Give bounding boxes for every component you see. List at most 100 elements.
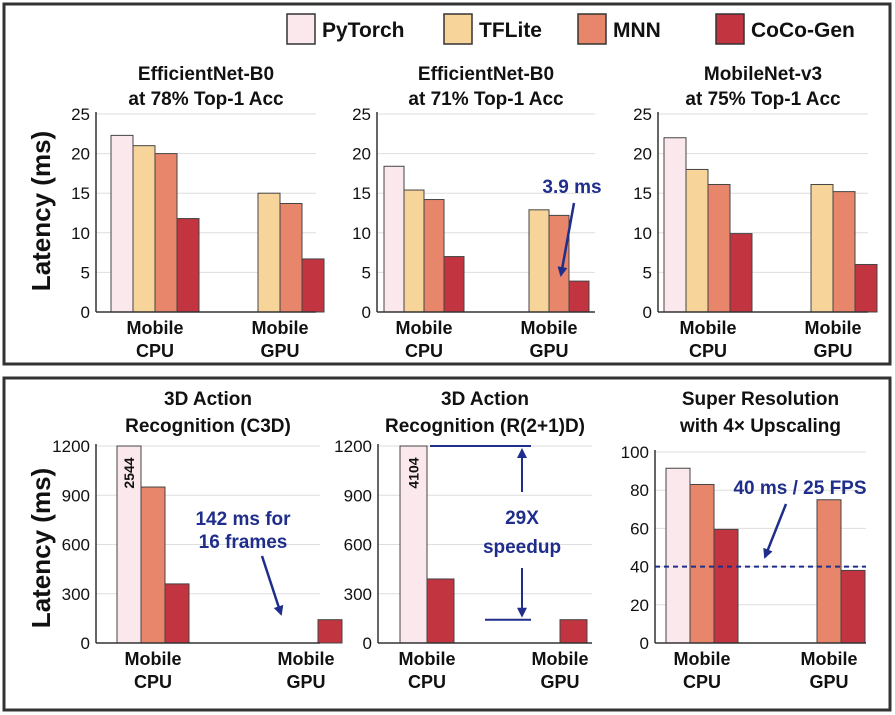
chart-1: EfficientNet-B0 at 78% Top-1 Acc 0 5 10 15 20 2…: [71, 64, 325, 361]
chart-title-line-1: EfficientNet-B0: [138, 64, 274, 85]
bar-mnn-mobile-gpu: [816, 499, 842, 644]
y-tick-label: 600: [62, 536, 90, 555]
bar-coco-gen-mobile-cpu: [443, 256, 465, 313]
y-tick-label: 10: [633, 224, 652, 243]
category-label-line-2: CPU: [134, 672, 172, 692]
bar-mnn-mobile-cpu: [154, 153, 178, 313]
bar-coco-gen-mobile-gpu: [317, 619, 343, 644]
y-tick-label: 15: [71, 184, 90, 203]
category-label-line-2: GPU: [540, 672, 579, 692]
category-label-line-1: Mobile: [252, 318, 309, 338]
bar-pytorch-mobile-cpu: [663, 137, 687, 313]
y-tick-label: 5: [643, 263, 652, 282]
category-label-line-1: Mobile: [680, 318, 737, 338]
bar-tflite-mobile-cpu: [685, 168, 709, 313]
chart-title-line-1: EfficientNet-B0: [418, 64, 554, 85]
y-tick-label: 0: [640, 634, 649, 653]
bar-coco-gen-mobile-gpu: [854, 263, 878, 313]
chart-title-line-1: 3D Action: [164, 389, 252, 410]
category-label-line-2: CPU: [683, 672, 721, 692]
bar-tflite-mobile-cpu: [132, 145, 156, 313]
y-tick-label: 60: [630, 519, 649, 538]
bar-mnn-mobile-cpu: [423, 199, 445, 313]
bottom-panel-frame: [2, 376, 892, 712]
y-tick-label: 900: [344, 486, 372, 505]
category-label-line-1: Mobile: [127, 318, 184, 338]
category-label-line-1: Mobile: [399, 649, 456, 669]
y-tick-label: 300: [62, 585, 90, 604]
bar-value-label: 2544: [121, 457, 137, 488]
bar-tflite-mobile-gpu: [528, 209, 550, 313]
bar-tflite-mobile-cpu: [403, 189, 425, 313]
legend-label-mnn: MNN: [613, 19, 661, 42]
y-tick-label: 5: [362, 263, 371, 282]
y-tick-label: 0: [363, 634, 372, 653]
bar-coco-gen-mobile-cpu: [176, 218, 200, 313]
legend-label-coco-gen: CoCo-Gen: [751, 19, 855, 42]
y-tick-label: 25: [352, 105, 371, 124]
annotation-arrow: [763, 503, 788, 559]
category-label-line-2: CPU: [405, 341, 443, 361]
annotation-text-line-2: 16 frames: [199, 532, 288, 553]
chart-4: 3D Action Recognition (C3D) 0 300 600 900 1200…: [52, 389, 343, 692]
bar-tflite-mobile-gpu: [810, 183, 834, 313]
y-tick-label: 20: [352, 145, 371, 164]
y-tick-label: 10: [352, 224, 371, 243]
y-tick-label: 10: [71, 224, 90, 243]
category-label-line-2: GPU: [286, 672, 325, 692]
bar-value-label: 4104: [406, 457, 422, 488]
annotation-arrow: [557, 202, 576, 277]
annotation: 3.9 ms: [542, 177, 602, 277]
category-label-line-1: Mobile: [805, 318, 862, 338]
bar-coco-gen-mobile-gpu: [568, 280, 590, 313]
chart-title-line-2: at 78% Top-1 Acc: [128, 89, 284, 110]
annotation: 40 ms / 25 FPS: [733, 478, 867, 559]
bar-coco-gen-mobile-gpu: [559, 619, 588, 644]
y-tick-label: 1200: [334, 437, 372, 456]
legend-label-pytorch: PyTorch: [322, 19, 404, 42]
bar-pytorch-mobile-cpu: [110, 134, 134, 313]
y-tick-label: 80: [630, 481, 649, 500]
y-tick-label: 1200: [52, 437, 90, 456]
y-tick-label: 25: [633, 105, 652, 124]
bar-mnn-mobile-cpu: [707, 183, 731, 313]
bar-coco-gen-mobile-cpu: [729, 233, 753, 313]
legend-label-tflite: TFLite: [479, 19, 542, 42]
bar-mnn-mobile-cpu: [140, 486, 166, 644]
annotation-text: 3.9 ms: [542, 177, 601, 198]
category-label-line-1: Mobile: [521, 318, 578, 338]
y-tick-label: 300: [344, 585, 372, 604]
category-label-line-2: GPU: [809, 672, 848, 692]
chart-title-line-1: MobileNet-v3: [704, 64, 822, 85]
annotation-text: 40 ms / 25 FPS: [733, 478, 866, 499]
y-tick-label: 15: [352, 184, 371, 203]
y-tick-label: 100: [621, 443, 649, 462]
chart-title-line-2: at 75% Top-1 Acc: [685, 89, 841, 110]
legend-swatch-mnn: [577, 13, 607, 45]
category-label-line-2: CPU: [408, 672, 446, 692]
chart-title-line-2: at 71% Top-1 Acc: [408, 89, 564, 110]
chart-3: MobileNet-v3 at 75% Top-1 Acc 0 5 10 15 20 25 Mo…: [633, 64, 878, 361]
legend-swatch-coco-gen: [715, 13, 745, 45]
annotation-text-line-2: speedup: [483, 537, 561, 558]
y-tick-label: 900: [62, 486, 90, 505]
bar-coco-gen-mobile-cpu: [713, 528, 739, 644]
annotation: 29X speedup: [430, 445, 561, 621]
category-label-line-1: Mobile: [532, 649, 589, 669]
y-tick-label: 20: [633, 145, 652, 164]
category-label-line-2: CPU: [136, 341, 174, 361]
category-label-line-1: Mobile: [125, 649, 182, 669]
bar-coco-gen-mobile-cpu: [164, 583, 190, 644]
chart-2: EfficientNet-B0 at 71% Top-1 Acc 0 5 10 15 20 2…: [352, 64, 602, 361]
chart-title-line-1: Super Resolution: [682, 389, 839, 410]
y-tick-label: 20: [630, 596, 649, 615]
category-label-line-2: GPU: [260, 341, 299, 361]
bar-mnn-mobile-gpu: [548, 214, 570, 313]
chart-title-line-2: with 4× Upscaling: [679, 416, 841, 437]
chart-5: 3D Action Recognition (R(2+1)D) 0 300 600 900…: [334, 389, 592, 692]
bar-tflite-mobile-gpu: [257, 192, 281, 313]
y-tick-label: 20: [71, 145, 90, 164]
top-panel-frame: [2, 2, 892, 366]
bar-mnn-mobile-cpu: [689, 483, 715, 644]
